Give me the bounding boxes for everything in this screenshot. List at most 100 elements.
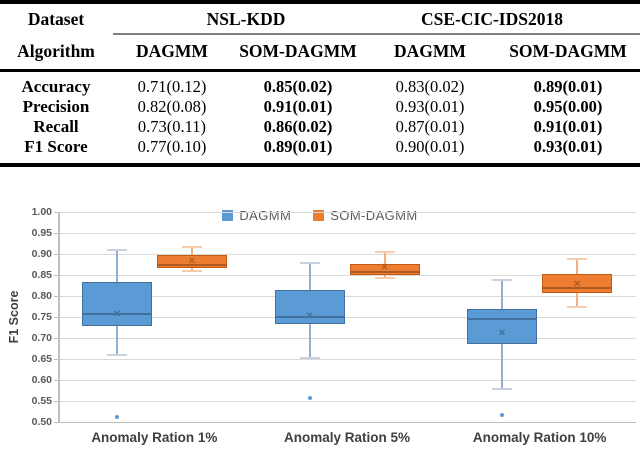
outlier-dot-dagmm-anomaly-ration-10- [500,412,505,417]
whisker-lower-som-dagmm-anomaly-ration-5- [383,275,386,278]
gridline [58,253,636,255]
gridline [58,295,636,297]
legend-swatch-dagmm-icon [222,210,234,221]
y-tick-mark [54,358,58,360]
row-metric-label: F1 Score [24,137,88,156]
y-tick-label: 0.50 [31,415,52,428]
mean-marker-dagmm-anomaly-ration-10-: × [498,325,506,340]
gridline [58,232,636,234]
cell-precision-col1: 0.82(0.08) [137,97,207,116]
y-tick-label: 0.60 [31,373,52,386]
whisker-cap-bottom-som-dagmm-anomaly-ration-5- [374,276,395,279]
y-tick-mark [54,400,58,402]
table-header-row-datasets: Dataset NSL-KDD CSE-CIC-IDS2018 [0,4,640,34]
gridline [58,316,636,318]
cell-f1-score-col3: 0.90(0.01) [395,137,465,156]
header-dagmm-cse: DAGMM [394,40,466,61]
cell-precision-col4: 0.95(0.00) [533,97,603,116]
mean-marker-dagmm-anomaly-ration-1-: × [113,306,121,321]
row-metric-label: Precision [22,97,90,116]
cell-accuracy-col2: 0.85(0.02) [263,77,333,96]
y-tick-label: 0.70 [31,331,52,344]
y-axis-line [58,212,60,423]
gridline [58,358,636,360]
table-rule-header-bottom [0,69,640,72]
table-rule-mid-gray [113,33,640,35]
median-line-dagmm-anomaly-ration-10- [467,318,538,321]
whisker-lower-dagmm-anomaly-ration-10- [501,344,504,390]
x-category-label-anomaly-ration-1-: Anomaly Ration 1% [91,430,218,445]
gridline [58,274,636,276]
whisker-cap-top-som-dagmm-anomaly-ration-5- [374,250,395,253]
table-row-precision: Precision 0.82(0.08) 0.91(0.01) 0.93(0.01) 0… [0,97,640,117]
cell-f1-score-col4: 0.93(0.01) [533,137,603,156]
cell-recall-col2: 0.86(0.02) [263,117,333,136]
median-line-som-dagmm-anomaly-ration-10- [542,287,613,290]
cell-f1-score-col1: 0.77(0.10) [137,137,207,156]
y-tick-label: 0.95 [31,226,52,239]
whisker-upper-som-dagmm-anomaly-ration-1- [190,246,193,255]
legend-item-som-dagmm: SOM-DAGMM [313,208,417,223]
box-dagmm-anomaly-ration-10- [467,309,538,345]
whisker-cap-top-som-dagmm-anomaly-ration-10- [567,258,588,261]
whisker-cap-bottom-dagmm-anomaly-ration-5- [299,356,320,359]
whisker-cap-bottom-dagmm-anomaly-ration-10- [492,388,513,391]
x-category-label-anomaly-ration-5-: Anomaly Ration 5% [283,430,411,445]
legend-item-dagmm: DAGMM [222,208,291,223]
mean-marker-som-dagmm-anomaly-ration-1-: × [188,253,196,268]
whisker-lower-som-dagmm-anomaly-ration-1- [190,268,193,272]
median-line-dagmm-anomaly-ration-5- [274,316,345,318]
whisker-upper-som-dagmm-anomaly-ration-10- [576,259,579,275]
y-tick-label: 1.00 [31,205,52,218]
whisker-cap-bottom-som-dagmm-anomaly-ration-1- [181,270,202,273]
x-axis-line [58,421,636,423]
x-category-label-anomaly-ration-10-: Anomaly Ration 10% [472,430,607,445]
y-tick-mark [54,295,58,297]
header-som-dagmm-cse: SOM-DAGMM [509,40,627,61]
legend-label-som-dagmm: SOM-DAGMM [330,208,418,223]
table-header-row-algorithms: Algorithm DAGMM SOM-DAGMM DAGMM SOM-DAGM… [0,38,640,64]
y-tick-mark [54,232,58,234]
y-tick-label: 0.75 [31,310,52,323]
whisker-cap-top-som-dagmm-anomaly-ration-1- [181,245,202,248]
whisker-lower-som-dagmm-anomaly-ration-10- [576,293,579,307]
y-tick-mark [54,421,58,423]
whisker-upper-som-dagmm-anomaly-ration-5- [383,251,386,264]
table-rule-bottom [0,163,640,167]
y-tick-mark [54,379,58,381]
table-rule-top [0,0,640,4]
mean-marker-dagmm-anomaly-ration-5-: × [305,308,314,323]
y-tick-mark [54,211,58,213]
cell-accuracy-col1: 0.71(0.12) [137,77,207,96]
cell-f1-score-col2: 0.89(0.01) [263,137,333,156]
whisker-cap-bottom-som-dagmm-anomaly-ration-10- [567,305,588,308]
median-line-som-dagmm-anomaly-ration-5- [349,271,420,274]
chart-legend: DAGMM SOM-DAGMM [0,208,640,223]
whisker-lower-dagmm-anomaly-ration-5- [308,323,311,358]
header-nsl-kdd: NSL-KDD [206,8,286,29]
y-tick-mark [54,274,58,276]
cell-accuracy-col4: 0.89(0.01) [533,77,603,96]
header-dataset: Dataset [27,8,85,29]
header-algorithm: Algorithm [17,40,95,61]
table-row-f1-score: F1 Score 0.77(0.10) 0.89(0.01) 0.90(0.01) 0.… [0,137,640,157]
table-row-recall: Recall 0.73(0.11) 0.86(0.02) 0.87(0.01) 0.91… [0,117,640,137]
outlier-dot-dagmm-anomaly-ration-1- [114,414,119,419]
gridline [58,400,636,402]
y-tick-label: 0.55 [31,394,52,407]
row-metric-label: Accuracy [21,77,91,96]
whisker-cap-bottom-dagmm-anomaly-ration-1- [106,353,127,356]
table-body: Accuracy 0.71(0.12) 0.85(0.02) 0.83(0.02) 0.… [0,77,640,157]
y-tick-label: 0.80 [31,289,52,302]
y-tick-label: 0.65 [31,352,52,365]
y-tick-mark [54,337,58,339]
header-som-dagmm-nsl: SOM-DAGMM [239,40,357,61]
median-line-dagmm-anomaly-ration-1- [81,313,152,316]
y-tick-mark [54,253,58,255]
median-line-som-dagmm-anomaly-ration-1- [156,263,227,266]
cell-recall-col4: 0.91(0.01) [533,117,603,136]
cell-recall-col1: 0.73(0.11) [137,117,207,136]
cell-precision-col2: 0.91(0.01) [263,97,333,116]
